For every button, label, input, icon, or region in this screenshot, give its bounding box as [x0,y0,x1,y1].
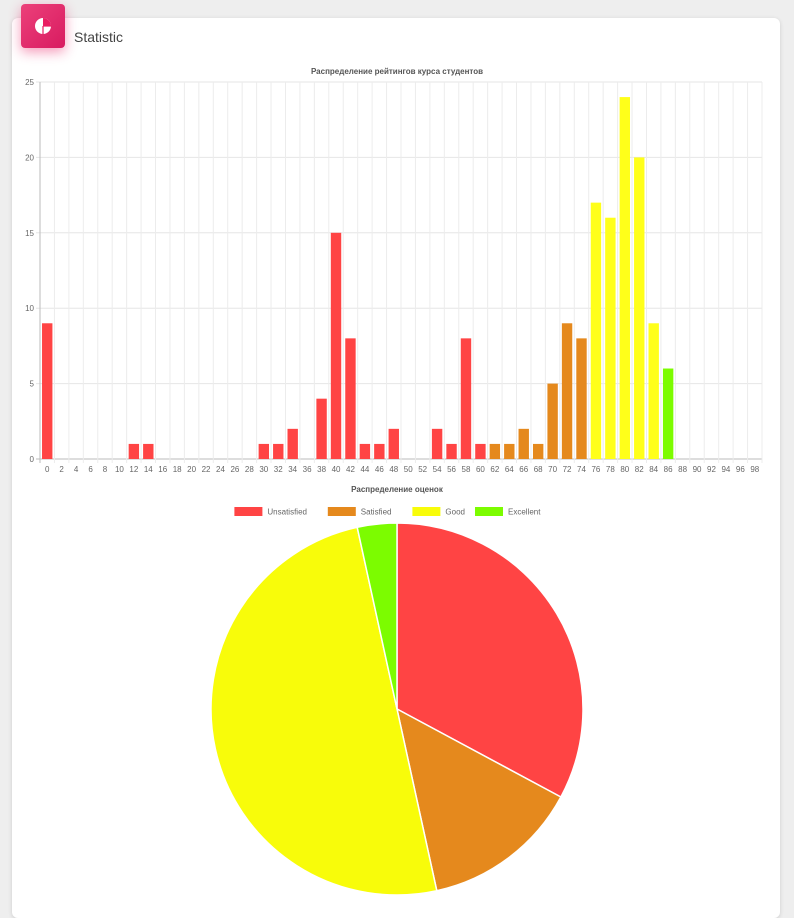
x-tick-label: 40 [332,465,341,474]
bar-42[interactable] [345,338,356,459]
x-tick-label: 4 [74,465,79,474]
x-tick-label: 38 [317,465,326,474]
x-tick-label: 22 [202,465,211,474]
x-tick-label: 72 [563,465,572,474]
x-tick-label: 58 [462,465,471,474]
bar-70[interactable] [547,383,558,459]
x-tick-label: 26 [230,465,239,474]
bar-80[interactable] [619,97,631,459]
x-tick-label: 96 [736,465,745,474]
bar-66[interactable] [518,428,529,459]
x-tick-label: 90 [693,465,702,474]
x-tick-label: 80 [620,465,629,474]
bar-76[interactable] [590,202,602,459]
x-tick-label: 54 [433,465,442,474]
y-tick-label: 25 [25,78,34,87]
bar-34[interactable] [287,428,298,459]
x-tick-label: 10 [115,465,124,474]
bar-40[interactable] [330,232,342,459]
bar-38[interactable] [316,398,327,459]
x-tick-label: 44 [360,465,369,474]
x-tick-label: 28 [245,465,254,474]
x-tick-label: 88 [678,465,687,474]
x-tick-label: 34 [288,465,297,474]
x-tick-label: 48 [389,465,398,474]
x-tick-label: 24 [216,465,225,474]
x-tick-label: 36 [303,465,312,474]
y-tick-label: 0 [30,455,35,464]
x-tick-label: 60 [476,465,485,474]
rating-distribution-chart: Распределение рейтингов курса студентов … [25,67,763,474]
x-tick-label: 84 [649,465,658,474]
x-tick-label: 2 [59,465,64,474]
x-tick-label: 12 [129,465,138,474]
x-tick-label: 8 [103,465,108,474]
x-tick-label: 82 [635,465,644,474]
x-tick-label: 92 [707,465,716,474]
x-tick-label: 0 [45,465,50,474]
pie-chart-icon [21,4,65,48]
bar-62[interactable] [489,443,501,459]
x-tick-label: 74 [577,465,586,474]
x-tick-label: 76 [591,465,600,474]
bar-14[interactable] [143,443,154,459]
bar-48[interactable] [388,428,399,459]
x-tick-label: 56 [447,465,456,474]
bar-86[interactable] [662,368,674,459]
x-tick-label: 32 [274,465,283,474]
bar-78[interactable] [605,217,616,459]
x-tick-label: 30 [259,465,268,474]
bar-60[interactable] [475,443,486,459]
bar-46[interactable] [374,443,385,459]
y-tick-label: 10 [25,304,34,313]
x-tick-label: 52 [418,465,427,474]
x-tick-label: 46 [375,465,384,474]
x-tick-label: 62 [490,465,499,474]
bar-44[interactable] [359,443,371,459]
bar-0[interactable] [42,323,53,459]
bar-54[interactable] [431,428,443,459]
bar-32[interactable] [273,443,284,459]
x-tick-label: 98 [750,465,759,474]
bar-82[interactable] [634,157,645,459]
bar-58[interactable] [460,338,472,459]
x-tick-label: 20 [187,465,196,474]
x-tick-label: 70 [548,465,557,474]
x-tick-label: 94 [721,465,730,474]
bar-56[interactable] [446,443,457,459]
x-tick-label: 18 [173,465,182,474]
x-tick-label: 42 [346,465,355,474]
bar-12[interactable] [128,443,140,459]
y-tick-label: 15 [25,229,34,238]
bar-74[interactable] [576,338,587,459]
bar-72[interactable] [561,323,573,459]
bar-64[interactable] [504,443,515,459]
bar-30[interactable] [258,443,270,459]
bar-68[interactable] [532,443,544,459]
y-tick-label: 20 [25,153,34,162]
y-tick-label: 5 [30,380,35,389]
x-tick-label: 64 [505,465,514,474]
x-tick-label: 78 [606,465,615,474]
x-tick-label: 68 [534,465,543,474]
x-tick-label: 6 [88,465,93,474]
card-title: Statistic [74,29,124,45]
x-tick-label: 14 [144,465,153,474]
bar-chart-title: Распределение рейтингов курса студентов [311,67,483,76]
x-tick-label: 50 [404,465,413,474]
bar-84[interactable] [648,323,659,459]
x-tick-label: 66 [519,465,528,474]
x-tick-label: 86 [664,465,673,474]
x-tick-label: 16 [158,465,167,474]
